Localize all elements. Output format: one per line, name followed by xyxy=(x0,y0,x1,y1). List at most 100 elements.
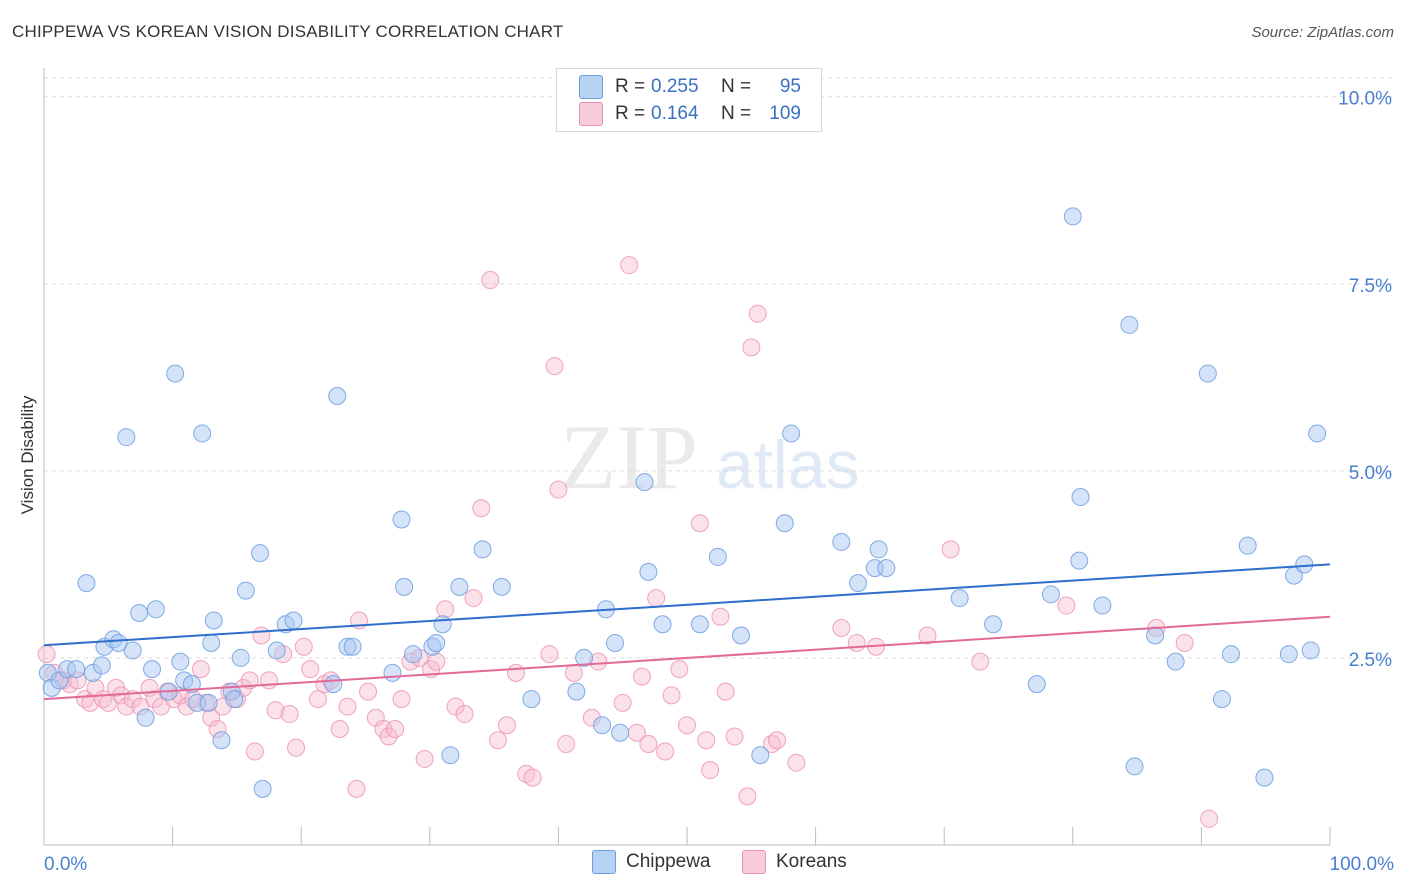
chippewa-point xyxy=(343,637,362,656)
koreans-point xyxy=(1057,596,1076,615)
chippewa-point xyxy=(395,577,414,596)
chippewa-point xyxy=(202,633,221,652)
koreans-point xyxy=(632,667,651,686)
koreans-point xyxy=(662,686,681,705)
chippewa-point xyxy=(473,540,492,559)
chippewa-point xyxy=(199,693,218,712)
chippewa-point xyxy=(77,574,96,593)
chippewa-point xyxy=(653,615,672,634)
chippewa-point xyxy=(1093,596,1112,615)
chippewa-point xyxy=(1125,757,1144,776)
chippewa-point xyxy=(1221,645,1240,664)
chippewa-point xyxy=(236,581,255,600)
chippewa-point xyxy=(732,626,751,645)
koreans-point xyxy=(545,357,564,376)
chippewa-point xyxy=(146,600,165,619)
koreans-point xyxy=(697,731,716,750)
koreans-trend-line xyxy=(43,615,1331,701)
correlation-legend: R = 0.255 N = 95 R = 0.164 N = 109 xyxy=(556,68,822,132)
source-label: Source: ZipAtlas.com xyxy=(1251,24,1394,41)
chippewa-point xyxy=(593,716,612,735)
koreans-point xyxy=(455,705,474,724)
koreans-point xyxy=(787,753,806,772)
chippewa-point xyxy=(193,424,212,443)
chippewa-point xyxy=(328,387,347,406)
series-legend: Chippewa Koreans xyxy=(0,850,1406,878)
chippewa-point xyxy=(1027,675,1046,694)
koreans-point xyxy=(564,663,583,682)
koreans-point xyxy=(832,618,851,637)
chippewa-point xyxy=(635,473,654,492)
chippewa-point xyxy=(383,663,402,682)
chippewa-point xyxy=(450,577,469,596)
koreans-point xyxy=(748,304,767,323)
koreans-point xyxy=(506,663,525,682)
koreans-point xyxy=(488,731,507,750)
chippewa-point xyxy=(605,633,624,652)
chippewa-point xyxy=(324,675,343,694)
chart-title: CHIPPEWA VS KOREAN VISION DISABILITY COR… xyxy=(12,22,564,41)
chippewa-point xyxy=(1198,364,1217,383)
koreans-point xyxy=(941,540,960,559)
koreans-point xyxy=(768,731,787,750)
chippewa-point xyxy=(171,652,190,671)
chippewa-point xyxy=(751,746,770,765)
koreans-point xyxy=(725,727,744,746)
chippewa-point xyxy=(782,424,801,443)
koreans-point xyxy=(294,637,313,656)
chippewa-point xyxy=(522,690,541,709)
chippewa-point xyxy=(1070,551,1089,570)
n-value: 109 xyxy=(769,103,801,124)
koreans-point xyxy=(557,734,576,753)
chippewa-point xyxy=(877,559,896,578)
r-label: R = xyxy=(615,76,646,97)
chippewa-trend-line xyxy=(43,563,1331,647)
koreans-point xyxy=(639,734,658,753)
koreans-point xyxy=(481,271,500,290)
koreans-point xyxy=(523,768,542,787)
chippewa-point xyxy=(1120,315,1139,334)
chippewa-point xyxy=(130,604,149,623)
chippewa-point xyxy=(611,723,630,742)
watermark: ZIP atlas xyxy=(560,406,860,508)
chippewa-point xyxy=(984,615,1003,634)
koreans-point xyxy=(191,660,210,679)
chippewa-point xyxy=(117,428,136,447)
chippewa-point xyxy=(284,611,303,630)
chippewa-point xyxy=(143,660,162,679)
koreans-point xyxy=(678,716,696,735)
chippewa-point xyxy=(225,690,244,709)
koreans-point xyxy=(670,660,689,679)
koreans-point xyxy=(280,705,299,724)
koreans-point xyxy=(847,633,866,652)
chippewa-legend-label: Chippewa xyxy=(626,851,711,872)
koreans-point xyxy=(647,589,666,608)
chippewa-point xyxy=(204,611,223,630)
koreans-point xyxy=(347,779,366,798)
koreans-point xyxy=(245,742,264,761)
koreans-point xyxy=(613,693,632,712)
chippewa-point xyxy=(1166,652,1185,671)
chippewa-point xyxy=(253,779,272,798)
koreans-point xyxy=(359,682,378,701)
chippewa-point xyxy=(1279,645,1298,664)
legend-row-chippewa: R = 0.255 N = 95 xyxy=(579,75,801,99)
koreans-legend-swatch xyxy=(742,850,766,874)
koreans-point xyxy=(392,690,411,709)
chippewa-point xyxy=(1308,424,1327,443)
chippewa-point xyxy=(231,648,250,667)
r-label: R = xyxy=(615,103,646,124)
koreans-point xyxy=(738,787,757,806)
legend-row-koreans: R = 0.164 N = 109 xyxy=(579,102,801,126)
chippewa-point xyxy=(849,574,868,593)
n-label: N = xyxy=(721,76,752,97)
chippewa-point xyxy=(1212,690,1231,709)
chippewa-point xyxy=(212,731,231,750)
koreans-points xyxy=(37,256,1219,828)
koreans-point xyxy=(37,645,56,664)
legend-item-koreans[interactable]: Koreans xyxy=(742,850,847,874)
chippewa-swatch xyxy=(579,75,603,99)
legend-item-chippewa[interactable]: Chippewa xyxy=(592,850,711,874)
chippewa-point xyxy=(690,615,709,634)
